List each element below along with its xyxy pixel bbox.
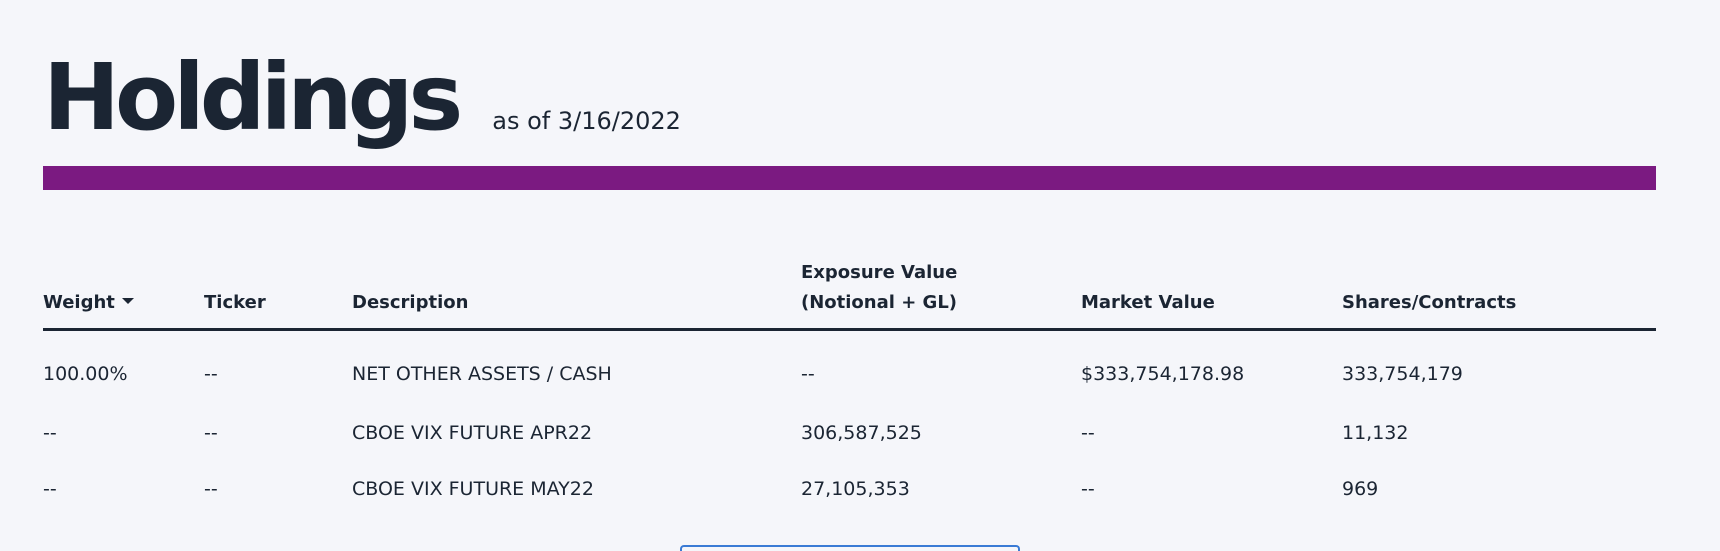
table-header-row: Weight Ticker Description Exposure Value… [43,258,1656,331]
as-of-date: as of 3/16/2022 [492,107,681,135]
holdings-table: Weight Ticker Description Exposure Value… [43,258,1656,517]
cell-ticker: -- [204,422,218,444]
cell-description: NET OTHER ASSETS / CASH [352,363,612,385]
holdings-header: Holdings as of 3/16/2022 [43,52,681,144]
cell-description: CBOE VIX FUTURE MAY22 [352,478,594,500]
cell-ticker: -- [204,363,218,385]
column-header-market-value[interactable]: Market Value [1081,258,1342,331]
column-header-label: Shares/Contracts [1342,292,1517,313]
cell-shares-contracts: 11,132 [1342,422,1409,444]
table-row: -- -- CBOE VIX FUTURE MAY22 27,105,353 -… [43,461,1656,517]
column-header-label: Description [352,292,469,313]
page-title: Holdings [43,44,463,151]
cell-description: CBOE VIX FUTURE APR22 [352,422,593,444]
cell-exposure-value: 306,587,525 [801,422,922,444]
caret-down-icon[interactable] [121,298,134,304]
cell-weight: 100.00% [43,363,128,385]
column-header-shares-contracts[interactable]: Shares/Contracts [1342,258,1656,331]
table-row: -- -- CBOE VIX FUTURE APR22 306,587,525 … [43,405,1656,461]
column-header-label: Weight [43,292,115,313]
cell-market-value: -- [1081,422,1095,444]
accent-divider [43,166,1656,190]
cell-shares-contracts: 333,754,179 [1342,363,1463,385]
column-header-label: Ticker [204,292,266,313]
cell-exposure-value: -- [801,363,815,385]
cell-shares-contracts: 969 [1342,478,1379,500]
cell-market-value: -- [1081,478,1095,500]
cell-exposure-value: 27,105,353 [801,478,910,500]
column-header-label: Market Value [1081,292,1215,313]
column-header-description[interactable]: Description [352,258,801,331]
column-header-label: Exposure Value [801,262,958,283]
cell-ticker: -- [204,478,218,500]
show-more-button[interactable] [680,545,1020,551]
column-header-sublabel: (Notional + GL) [801,292,958,313]
cell-weight: -- [43,422,57,444]
table-row: 100.00% -- NET OTHER ASSETS / CASH -- $3… [43,330,1656,406]
column-header-ticker[interactable]: Ticker [204,258,352,331]
column-header-weight[interactable]: Weight [43,258,204,331]
column-header-exposure-value[interactable]: Exposure Value (Notional + GL) [801,258,1081,331]
cell-weight: -- [43,478,57,500]
cell-market-value: $333,754,178.98 [1081,363,1245,385]
